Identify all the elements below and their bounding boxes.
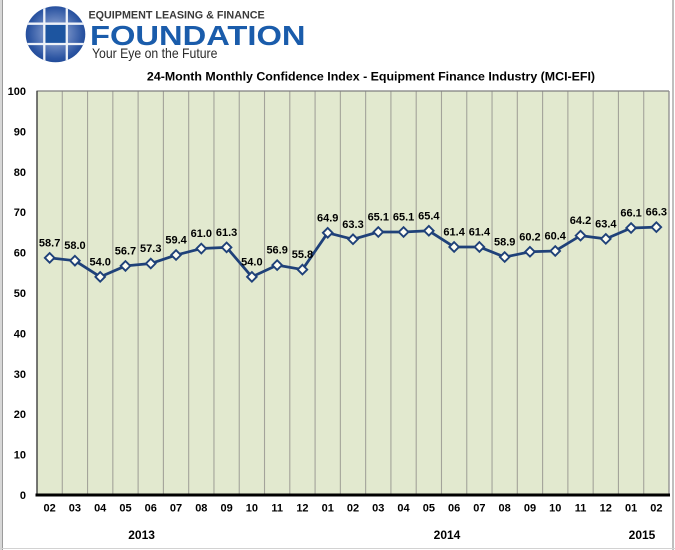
svg-text:55.8: 55.8 (292, 249, 313, 261)
svg-text:08: 08 (195, 503, 207, 515)
svg-text:70: 70 (14, 207, 26, 219)
svg-text:2014: 2014 (434, 528, 461, 542)
svg-text:60: 60 (14, 248, 26, 260)
svg-text:65.1: 65.1 (368, 212, 389, 224)
svg-text:07: 07 (170, 503, 182, 515)
svg-text:61.3: 61.3 (216, 227, 237, 239)
svg-text:10: 10 (549, 503, 561, 515)
svg-text:30: 30 (14, 369, 26, 381)
svg-text:11: 11 (575, 503, 587, 515)
svg-text:24-Month Monthly Confidence In: 24-Month Monthly Confidence Index - Equi… (147, 70, 595, 84)
svg-text:FOUNDATION: FOUNDATION (90, 21, 305, 51)
svg-text:2013: 2013 (128, 528, 155, 542)
svg-text:10: 10 (14, 450, 26, 462)
svg-text:58.0: 58.0 (64, 240, 85, 252)
svg-text:06: 06 (448, 503, 460, 515)
svg-text:01: 01 (625, 503, 637, 515)
svg-text:10: 10 (246, 503, 258, 515)
svg-text:12: 12 (296, 503, 308, 515)
svg-text:02: 02 (347, 503, 359, 515)
svg-text:61.0: 61.0 (191, 228, 212, 240)
svg-text:50: 50 (14, 288, 26, 300)
svg-text:04: 04 (397, 503, 410, 515)
svg-text:61.4: 61.4 (443, 226, 465, 238)
svg-text:01: 01 (322, 503, 334, 515)
svg-text:20: 20 (14, 409, 26, 421)
svg-text:58.9: 58.9 (494, 237, 515, 249)
svg-text:60.2: 60.2 (519, 231, 540, 243)
svg-text:11: 11 (271, 503, 283, 515)
svg-text:100: 100 (8, 86, 26, 98)
svg-text:59.4: 59.4 (165, 235, 187, 247)
svg-text:03: 03 (69, 503, 81, 515)
svg-text:56.7: 56.7 (115, 245, 136, 257)
svg-text:66.3: 66.3 (646, 207, 667, 219)
svg-text:2015: 2015 (629, 528, 656, 542)
svg-text:04: 04 (94, 503, 107, 515)
svg-text:0: 0 (20, 490, 26, 502)
svg-text:02: 02 (44, 503, 56, 515)
svg-text:66.1: 66.1 (620, 207, 641, 219)
svg-text:60.4: 60.4 (545, 230, 567, 242)
svg-text:07: 07 (473, 503, 485, 515)
svg-text:56.9: 56.9 (266, 245, 287, 257)
svg-text:03: 03 (372, 503, 384, 515)
svg-text:EQUIPMENT LEASING & FINANCE: EQUIPMENT LEASING & FINANCE (89, 9, 265, 21)
svg-text:57.3: 57.3 (140, 243, 161, 255)
svg-text:80: 80 (14, 167, 26, 179)
svg-text:12: 12 (600, 503, 612, 515)
svg-text:40: 40 (14, 328, 26, 340)
svg-text:02: 02 (650, 503, 662, 515)
svg-text:Your Eye on the Future: Your Eye on the Future (92, 46, 217, 62)
svg-text:05: 05 (119, 503, 131, 515)
svg-text:64.9: 64.9 (317, 212, 338, 224)
svg-text:65.4: 65.4 (418, 210, 440, 222)
svg-text:58.7: 58.7 (39, 237, 60, 249)
svg-text:90: 90 (14, 126, 26, 138)
svg-text:63.4: 63.4 (595, 218, 617, 230)
svg-text:09: 09 (220, 503, 232, 515)
svg-text:65.1: 65.1 (393, 212, 414, 224)
svg-text:05: 05 (423, 503, 435, 515)
svg-text:54.0: 54.0 (241, 256, 262, 268)
svg-text:06: 06 (145, 503, 157, 515)
svg-text:08: 08 (499, 503, 511, 515)
svg-text:54.0: 54.0 (89, 256, 110, 268)
svg-text:61.4: 61.4 (469, 226, 491, 238)
svg-text:09: 09 (524, 503, 536, 515)
svg-text:63.3: 63.3 (342, 219, 363, 231)
svg-text:64.2: 64.2 (570, 215, 591, 227)
